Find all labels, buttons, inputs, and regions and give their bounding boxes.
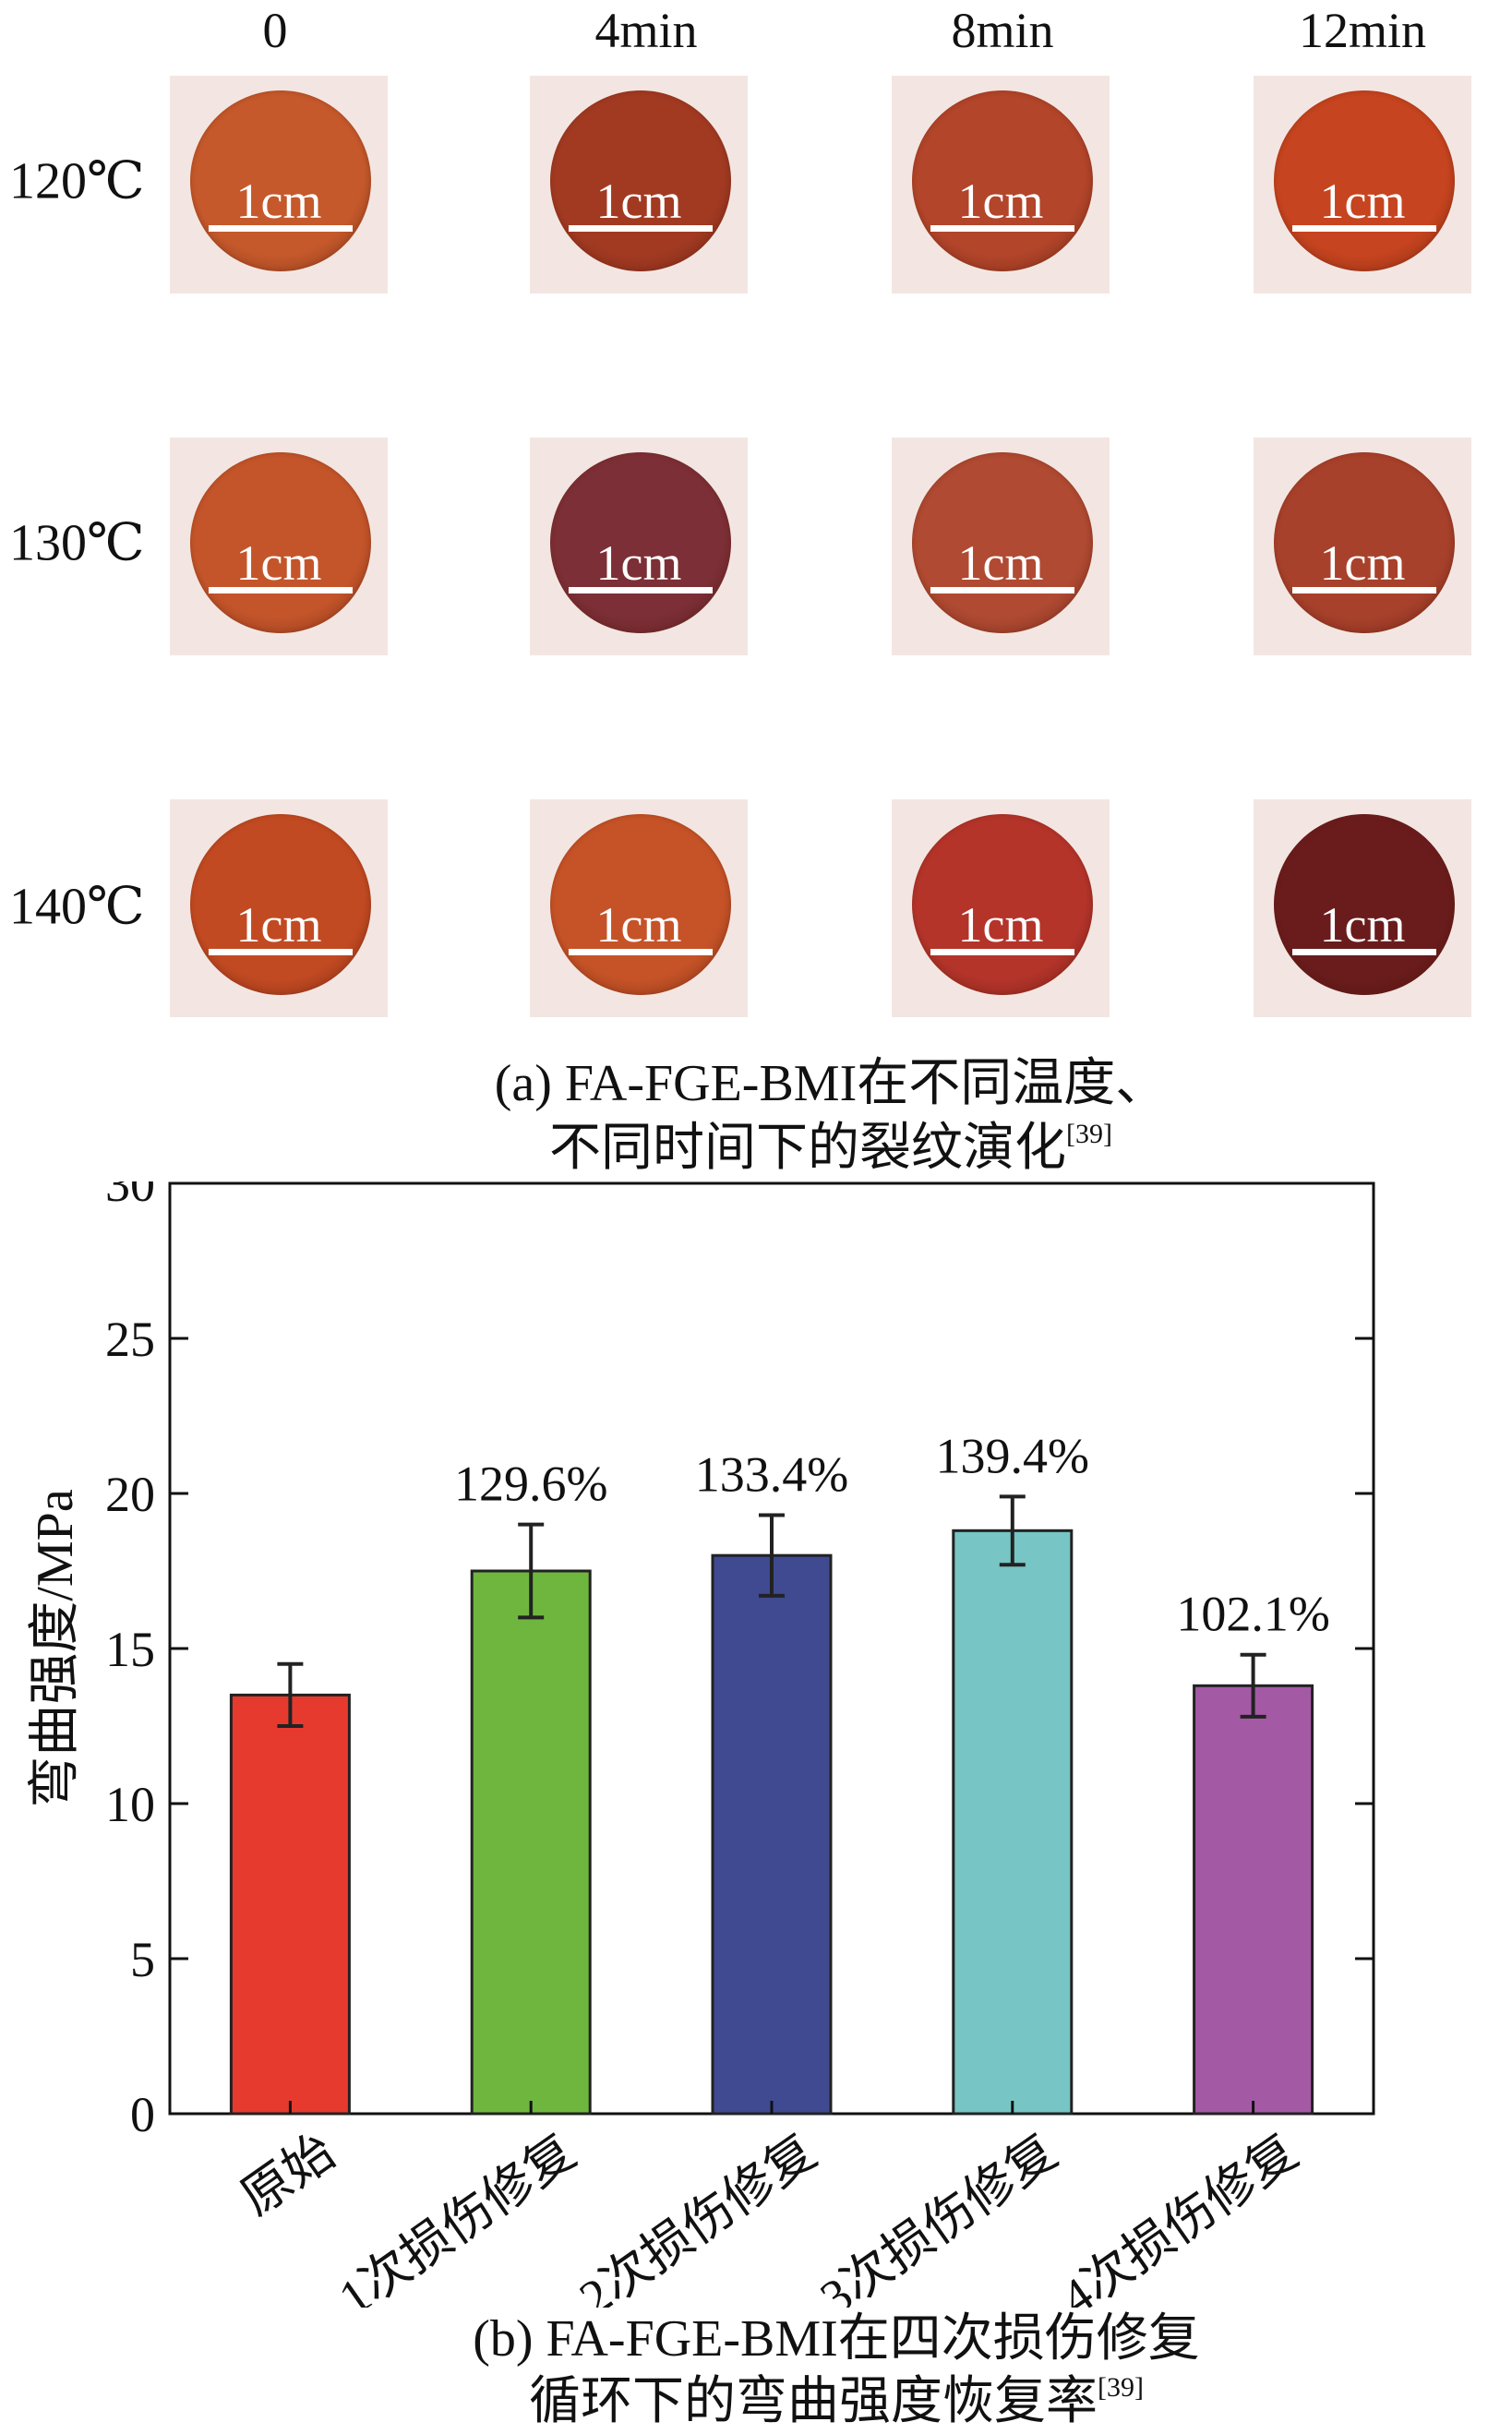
specimen-disc xyxy=(190,90,371,271)
specimen-130c-4min: 1cm xyxy=(530,438,748,655)
row-header-130c: 130℃ xyxy=(9,514,145,572)
x-tick-label: 原始 xyxy=(231,2124,344,2226)
y-tick-label: 5 xyxy=(130,1932,155,1987)
specimen-140c-12min: 1cm xyxy=(1254,799,1471,1017)
row-header-120c: 120℃ xyxy=(9,152,145,210)
y-tick-label: 15 xyxy=(105,1622,155,1677)
scale-bar xyxy=(569,587,713,594)
specimen-130c-8min: 1cm xyxy=(892,438,1110,655)
column-header-0: 0 xyxy=(262,3,288,58)
scale-label: 1cm xyxy=(1319,535,1406,591)
scale-label: 1cm xyxy=(595,535,682,591)
bar xyxy=(952,1529,1074,2116)
x-tick-label: 2次损伤修复 xyxy=(570,2124,826,2308)
y-axis-label: 弯曲强度/MPa xyxy=(27,1489,84,1807)
scale-label: 1cm xyxy=(1319,897,1406,953)
bar xyxy=(229,1693,351,2116)
x-tick-label: 3次损伤修复 xyxy=(810,2124,1067,2308)
specimen-disc xyxy=(912,814,1093,995)
scale-label: 1cm xyxy=(235,535,322,591)
bar-value-label: 129.6% xyxy=(454,1457,607,1512)
panel-b-caption-line1: (b) FA-FGE-BMI在四次损伤修复 xyxy=(473,2310,1200,2368)
scale-label: 1cm xyxy=(957,174,1044,229)
scale-label: 1cm xyxy=(235,897,322,953)
scale-label: 1cm xyxy=(595,897,682,953)
scale-bar xyxy=(930,949,1074,955)
specimen-140c-4min: 1cm xyxy=(530,799,748,1017)
panel-a-caption-text: 不同时间下的裂纹演化 xyxy=(549,1120,1067,1177)
specimen-disc xyxy=(1274,452,1455,633)
panel-a-caption-ref: [39] xyxy=(1066,1119,1112,1149)
specimen-120c-12min: 1cm xyxy=(1254,76,1471,294)
column-header-4min: 4min xyxy=(594,3,698,58)
scale-label: 1cm xyxy=(957,535,1044,591)
scale-bar xyxy=(1292,587,1436,594)
panel-b-caption-ref: [39] xyxy=(1098,2372,1144,2403)
scale-label: 1cm xyxy=(235,174,322,229)
specimen-disc xyxy=(190,452,371,633)
specimen-disc xyxy=(1274,814,1455,995)
column-header-12min: 12min xyxy=(1298,3,1427,58)
scale-label: 1cm xyxy=(1319,174,1406,229)
scale-bar xyxy=(569,949,713,955)
row-header-140c: 140℃ xyxy=(9,878,145,936)
bar-value-label: 139.4% xyxy=(936,1428,1089,1483)
specimen-disc xyxy=(550,814,731,995)
specimen-120c-0min: 1cm xyxy=(170,76,388,294)
scale-bar xyxy=(209,225,353,232)
panel-a-caption-line2: 不同时间下的裂纹演化[39] xyxy=(549,1106,1112,1181)
bar xyxy=(470,1569,592,2116)
specimen-140c-0min: 1cm xyxy=(170,799,388,1017)
y-tick-label: 30 xyxy=(105,1181,155,1212)
flexural-strength-bar-chart: 0 5 10 15 20 25 30 弯曲强度/MPa 原始 129.6% 1次损伤修复 133.4%… xyxy=(27,1181,1375,2308)
bar-value-label: 133.4% xyxy=(695,1447,848,1503)
x-tick-label: 1次损伤修复 xyxy=(329,2124,585,2308)
bar-value-label: 102.1% xyxy=(1176,1587,1329,1642)
specimen-140c-8min: 1cm xyxy=(892,799,1110,1017)
specimen-disc xyxy=(912,452,1093,633)
y-tick-label: 20 xyxy=(105,1467,155,1522)
y-tick-label: 10 xyxy=(105,1777,155,1832)
y-tick-label: 25 xyxy=(105,1312,155,1367)
specimen-disc xyxy=(550,90,731,271)
panel-b-caption-text: 循环下的弯曲强度恢复率 xyxy=(529,2373,1098,2430)
specimen-120c-8min: 1cm xyxy=(892,76,1110,294)
x-tick-label: 4次损伤修复 xyxy=(1051,2124,1308,2308)
bar xyxy=(711,1553,833,2116)
specimen-130c-0min: 1cm xyxy=(170,438,388,655)
bar xyxy=(1193,1684,1314,2116)
scale-bar xyxy=(569,225,713,232)
specimen-disc xyxy=(550,452,731,633)
specimen-disc xyxy=(190,814,371,995)
panel-a-caption-line1: (a) FA-FGE-BMI在不同温度、 xyxy=(494,1055,1168,1112)
y-tick-label: 0 xyxy=(130,2087,155,2142)
scale-bar xyxy=(1292,949,1436,955)
specimen-disc xyxy=(912,90,1093,271)
column-header-8min: 8min xyxy=(951,3,1054,58)
scale-label: 1cm xyxy=(957,897,1044,953)
scale-bar xyxy=(209,587,353,594)
specimen-130c-12min: 1cm xyxy=(1254,438,1471,655)
scale-bar xyxy=(930,225,1074,232)
scale-bar xyxy=(209,949,353,955)
panel-b-caption-line2: 循环下的弯曲强度恢复率[39] xyxy=(529,2359,1144,2434)
specimen-disc xyxy=(1274,90,1455,271)
scale-label: 1cm xyxy=(595,174,682,229)
scale-bar xyxy=(1292,225,1436,232)
specimen-120c-4min: 1cm xyxy=(530,76,748,294)
scale-bar xyxy=(930,587,1074,594)
